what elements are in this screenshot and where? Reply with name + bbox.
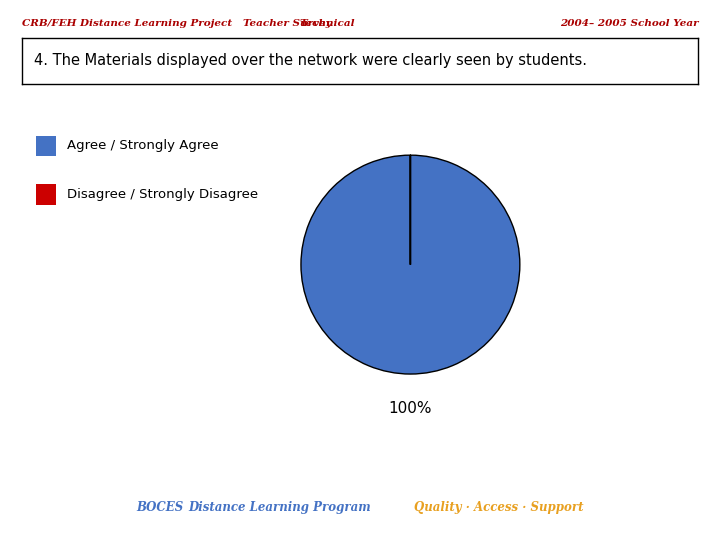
- Text: Disagree / Strongly Disagree: Disagree / Strongly Disagree: [67, 188, 258, 201]
- Text: Agree / Strongly Agree: Agree / Strongly Agree: [67, 139, 219, 152]
- Wedge shape: [301, 155, 520, 374]
- Text: Quality · Access · Support: Quality · Access · Support: [414, 501, 583, 514]
- Text: CRB/FEH Distance Learning Project   Teacher Survey: CRB/FEH Distance Learning Project Teache…: [22, 19, 331, 28]
- Text: 100%: 100%: [389, 401, 432, 416]
- Text: BOCES: BOCES: [136, 501, 184, 514]
- Text: 4. The Materials displayed over the network were clearly seen by students.: 4. The Materials displayed over the netw…: [34, 53, 587, 68]
- Text: Technical: Technical: [300, 19, 356, 28]
- Text: Distance Learning Program: Distance Learning Program: [189, 501, 372, 514]
- Text: 2004– 2005 School Year: 2004– 2005 School Year: [559, 19, 698, 28]
